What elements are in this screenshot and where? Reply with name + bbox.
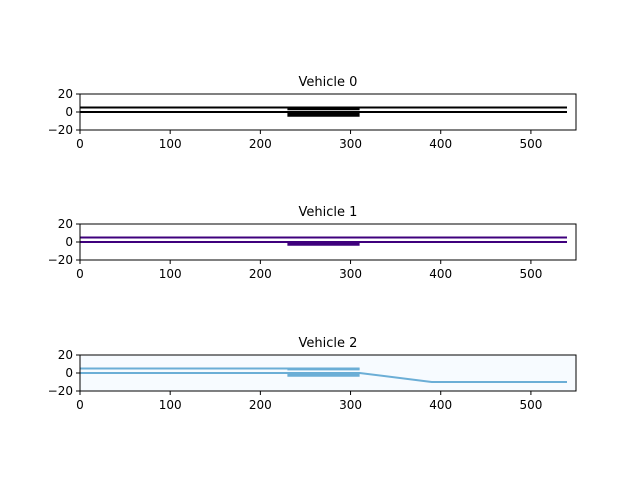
x-tick-label-2: 200 <box>249 398 272 412</box>
x-tick-label-2: 200 <box>249 267 272 281</box>
x-tick-label-1: 100 <box>159 267 182 281</box>
x-tick-label-4: 400 <box>429 267 452 281</box>
x-tick-label-3: 300 <box>339 137 362 151</box>
x-tick-label-4: 400 <box>429 137 452 151</box>
y-tick-label-0: 20 <box>58 348 73 362</box>
x-tick-label-5: 500 <box>519 267 542 281</box>
y-tick-label-2: −20 <box>48 384 73 398</box>
x-tick-label-3: 300 <box>339 267 362 281</box>
x-tick-label-5: 500 <box>519 398 542 412</box>
y-tick-label-1: 0 <box>65 235 73 249</box>
x-tick-label-1: 100 <box>159 137 182 151</box>
y-tick-label-1: 0 <box>65 105 73 119</box>
x-tick-label-0: 0 <box>76 398 84 412</box>
y-tick-label-2: −20 <box>48 253 73 267</box>
x-tick-label-4: 400 <box>429 398 452 412</box>
series-line-1 <box>80 372 567 383</box>
y-tick-label-0: 20 <box>58 87 73 101</box>
y-tick-label-2: −20 <box>48 123 73 137</box>
y-tick-label-0: 20 <box>58 217 73 231</box>
x-tick-label-5: 500 <box>519 137 542 151</box>
x-tick-label-1: 100 <box>159 398 182 412</box>
subplot-title: Vehicle 0 <box>299 75 358 90</box>
y-tick-label-1: 0 <box>65 366 73 380</box>
x-tick-label-3: 300 <box>339 398 362 412</box>
x-tick-label-0: 0 <box>76 137 84 151</box>
subplot-title: Vehicle 1 <box>299 205 358 220</box>
x-tick-label-0: 0 <box>76 267 84 281</box>
x-tick-label-2: 200 <box>249 137 272 151</box>
subplot-title: Vehicle 2 <box>299 336 358 351</box>
